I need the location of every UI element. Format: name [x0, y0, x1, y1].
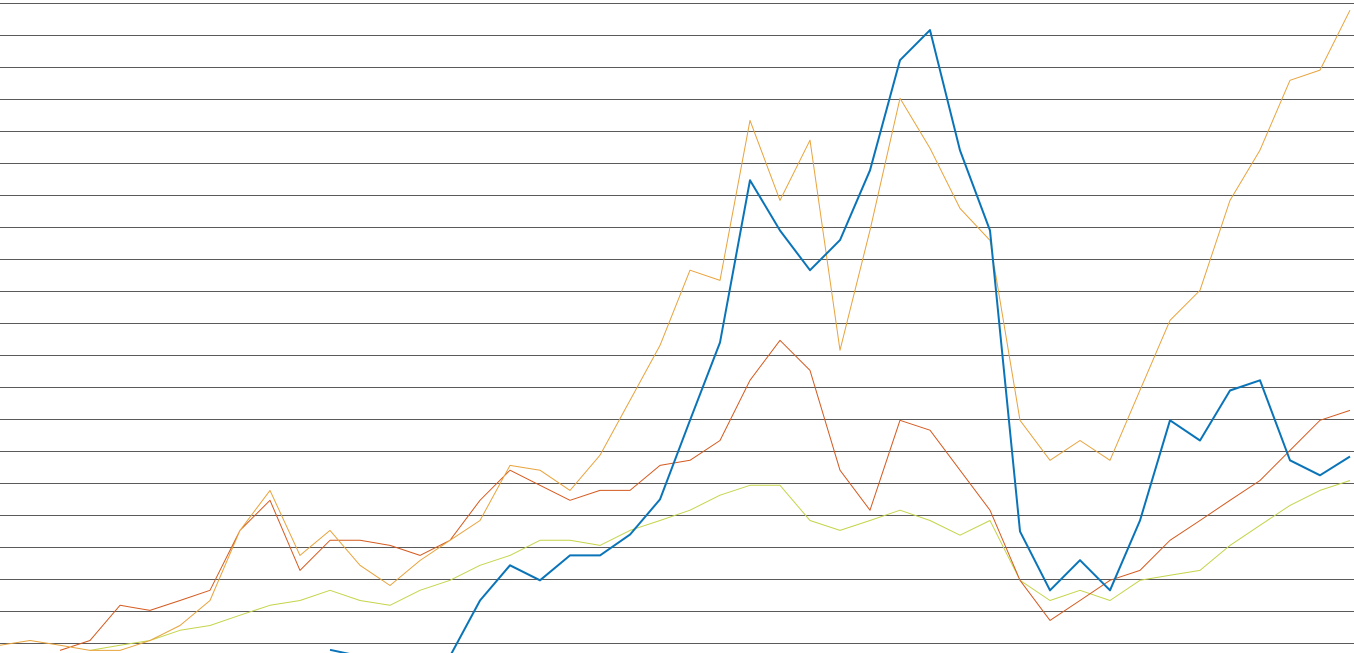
series-line [59, 339, 1351, 651]
plot-area [0, 9, 1351, 653]
grid [0, 3, 1354, 644]
series-line [89, 480, 1351, 651]
series-line [0, 9, 1351, 651]
series-line [329, 29, 1351, 653]
